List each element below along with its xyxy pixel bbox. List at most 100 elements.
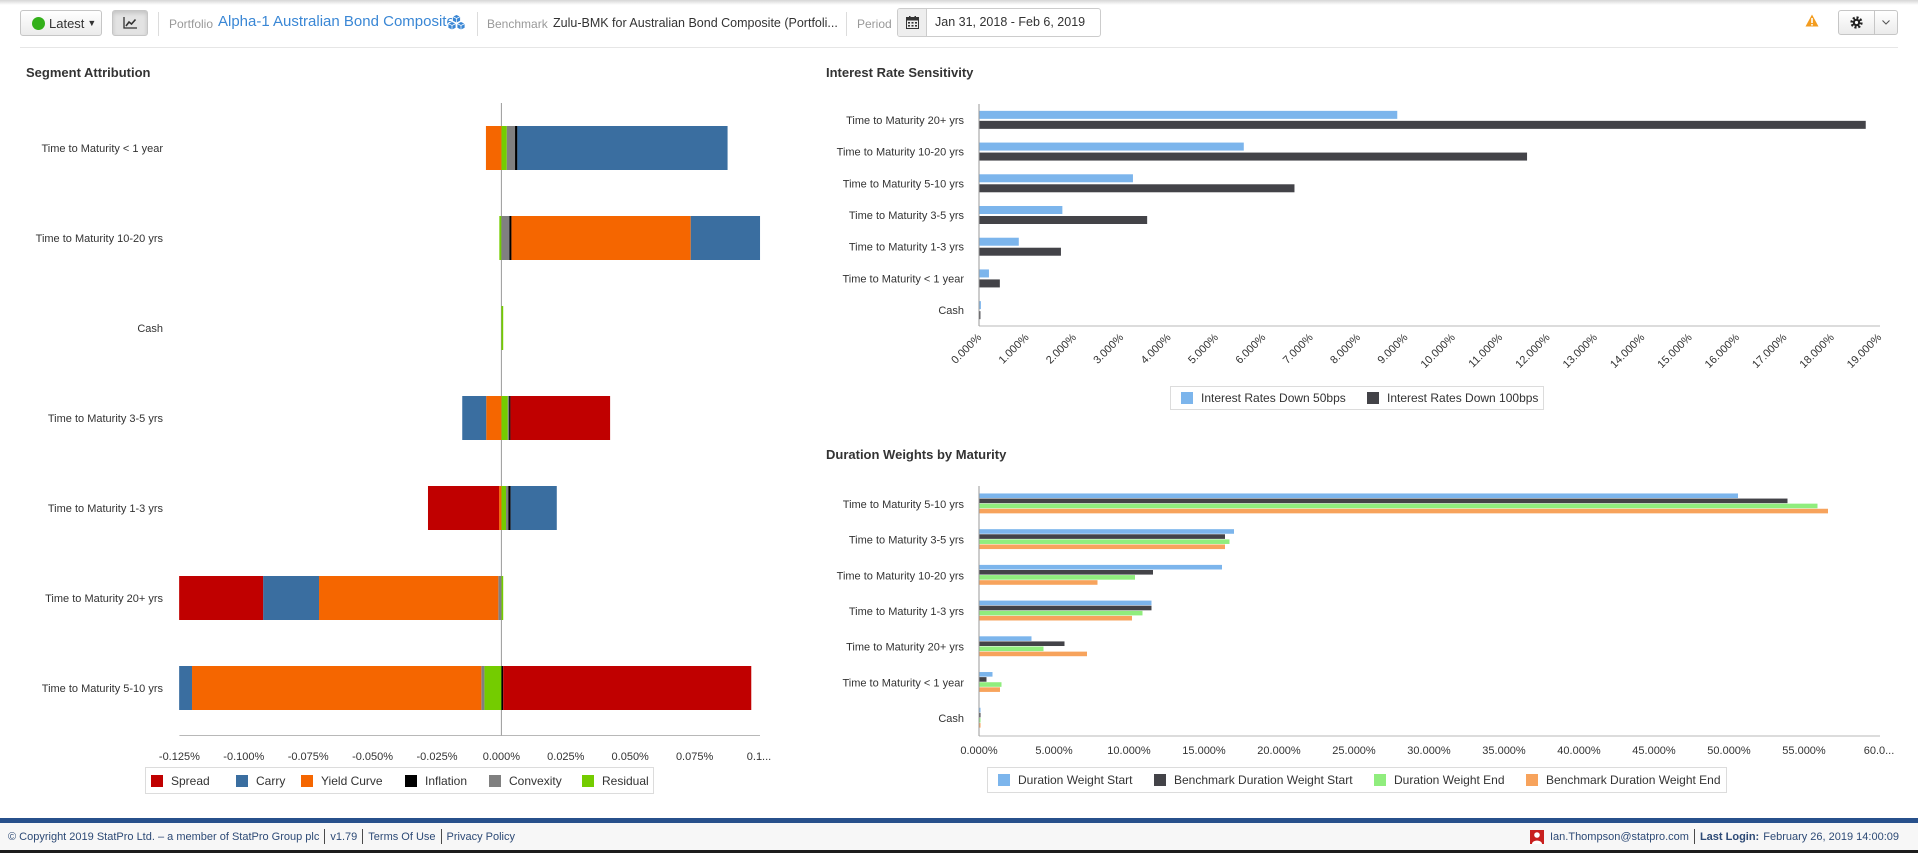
chart-toggle-button[interactable] [112, 10, 148, 36]
legend-label: Duration Weight End [1394, 773, 1505, 787]
caret-down-icon: ▼ [87, 18, 97, 28]
calendar-button[interactable] [898, 9, 927, 36]
duration-weights-chart: Time to Maturity 5-10 yrs Time to Maturit… [837, 486, 1894, 757]
tick-label: 0.000% [483, 751, 521, 763]
bar-benchmark-duration-weight-end [979, 723, 981, 728]
tick-label: 5.000% [1035, 745, 1073, 757]
category-label: Time to Maturity 5-10 yrs [843, 499, 965, 511]
bar-interest-rates-down-100bps [979, 152, 1528, 161]
bar-segment-convexity [481, 666, 485, 710]
version-text: v1.79 [330, 830, 358, 843]
bar-segment-convexity [501, 216, 510, 260]
tick-label: 17.000% [1750, 331, 1789, 370]
bar-benchmark-duration-weight-start [979, 677, 987, 682]
last-login-label: Last Login: [1699, 830, 1760, 843]
category-label: Time to Maturity 20+ yrs [846, 642, 964, 654]
bar-interest-rates-down-50bps [979, 269, 989, 278]
legend-swatch [1526, 774, 1538, 786]
legend-item-inflation[interactable]: Inflation [405, 768, 467, 793]
bar-segment-carry [690, 216, 761, 260]
warning-icon[interactable] [1805, 14, 1819, 27]
user-email-link[interactable]: Ian.Thompson@statpro.com [1550, 830, 1689, 843]
category-label: Time to Maturity 20+ yrs [45, 593, 163, 605]
legend-item-benchmark-duration-weight-start[interactable]: Benchmark Duration Weight Start [1154, 768, 1353, 792]
privacy-policy-link[interactable]: Privacy Policy [446, 830, 515, 843]
legend-item-spread[interactable]: Spread [151, 768, 210, 793]
legend-item-rates-down-100bps[interactable]: Interest Rates Down 100bps [1367, 387, 1538, 409]
bar-segment-convexity [507, 396, 510, 440]
bar-segment-inflation [508, 486, 511, 530]
tick-label: 10.000% [1107, 745, 1151, 757]
cubes-icon[interactable] [447, 14, 466, 31]
bar-benchmark-duration-weight-end [979, 508, 1828, 514]
tick-label: 30.000% [1407, 745, 1451, 757]
bar-interest-rates-down-50bps [979, 237, 1019, 246]
bar-benchmark-duration-weight-start [979, 498, 1788, 504]
period-value: Jan 31, 2018 - Feb 6, 2019 [935, 15, 1086, 29]
bar-interest-rates-down-100bps [979, 120, 1866, 129]
legend-item-duration-weight-start[interactable]: Duration Weight Start [998, 768, 1133, 792]
bar-segment-carry [517, 126, 728, 170]
settings-button[interactable] [1838, 10, 1875, 35]
bar-interest-rates-down-50bps [979, 110, 1398, 119]
latest-dropdown-button[interactable]: Latest ▼ [20, 10, 102, 36]
tick-label: 11.000% [1467, 331, 1506, 370]
bar-segment-residual [484, 666, 502, 710]
terms-of-use-link[interactable]: Terms Of Use [368, 830, 436, 843]
legend-item-benchmark-duration-weight-end[interactable]: Benchmark Duration Weight End [1526, 768, 1721, 792]
category-label: Time to Maturity 1-3 yrs [48, 503, 164, 515]
bar-benchmark-duration-weight-start [979, 641, 1065, 647]
tick-label: 0.1... [747, 751, 771, 763]
bar-segment-residual [501, 576, 504, 620]
period-date-range-field[interactable]: Jan 31, 2018 - Feb 6, 2019 [897, 8, 1101, 37]
category-label: Time to Maturity 5-10 yrs [843, 178, 965, 190]
bar-duration-weight-end [979, 539, 1230, 544]
legend-swatch [405, 774, 417, 787]
bar-segment-yield-curve [511, 216, 691, 260]
bar-segment-yield-curve [499, 486, 502, 530]
portfolio-name-link[interactable]: Alpha-1 Australian Bond Composite [218, 13, 455, 30]
portfolio-label: Portfolio [169, 17, 214, 31]
legend-item-carry[interactable]: Carry [236, 768, 285, 793]
legend-item-duration-weight-end[interactable]: Duration Weight End [1374, 768, 1505, 792]
tick-label: 12.000% [1513, 331, 1552, 370]
tick-label: 40.000% [1557, 745, 1601, 757]
settings-menu-button[interactable] [1874, 10, 1898, 35]
category-label: Time to Maturity 1-3 yrs [849, 242, 965, 254]
footer [0, 823, 1918, 850]
bar-duration-weight-end [979, 503, 1818, 509]
tick-label: 9.000% [1376, 331, 1411, 366]
bar-duration-weight-end [979, 575, 1135, 580]
bar-segment-inflation [515, 126, 518, 170]
bar-segment-inflation [509, 396, 511, 440]
tick-label: -0.075% [288, 751, 329, 763]
line-chart-icon [123, 17, 137, 29]
legend-item-yield-curve[interactable]: Yield Curve [301, 768, 383, 793]
legend-swatch [301, 774, 313, 787]
bar-duration-weight-start [979, 564, 1222, 570]
bar-segment-carry [179, 666, 193, 710]
legend-item-rates-down-50bps[interactable]: Interest Rates Down 50bps [1181, 387, 1346, 409]
segment-attribution-chart: Time to Maturity < 1 year Time to Maturit… [36, 103, 771, 763]
bar-segment-residual [499, 216, 502, 260]
bar-benchmark-duration-weight-start [979, 534, 1225, 539]
bar-duration-weight-start [979, 707, 981, 713]
legend-item-convexity[interactable]: Convexity [489, 768, 562, 793]
tick-label: 16.000% [1703, 331, 1742, 370]
tick-label: -0.050% [352, 751, 393, 763]
bar-segment-convexity [506, 486, 509, 530]
bar-benchmark-duration-weight-end [979, 651, 1087, 657]
bar-segment-spread [510, 396, 611, 440]
legend-label: Interest Rates Down 100bps [1387, 391, 1539, 405]
bar-benchmark-duration-weight-start [979, 569, 1153, 575]
tick-label: 50.000% [1707, 745, 1751, 757]
bar-segment-yield-curve [485, 126, 502, 170]
tick-label: 19.000% [1845, 331, 1884, 370]
bar-interest-rates-down-50bps [979, 142, 1244, 151]
legend-label: Yield Curve [321, 773, 383, 788]
tick-label: 20.000% [1257, 745, 1301, 757]
legend-item-residual[interactable]: Residual [582, 768, 649, 793]
category-label: Time to Maturity 10-20 yrs [837, 147, 965, 159]
bar-benchmark-duration-weight-end [979, 580, 1098, 585]
